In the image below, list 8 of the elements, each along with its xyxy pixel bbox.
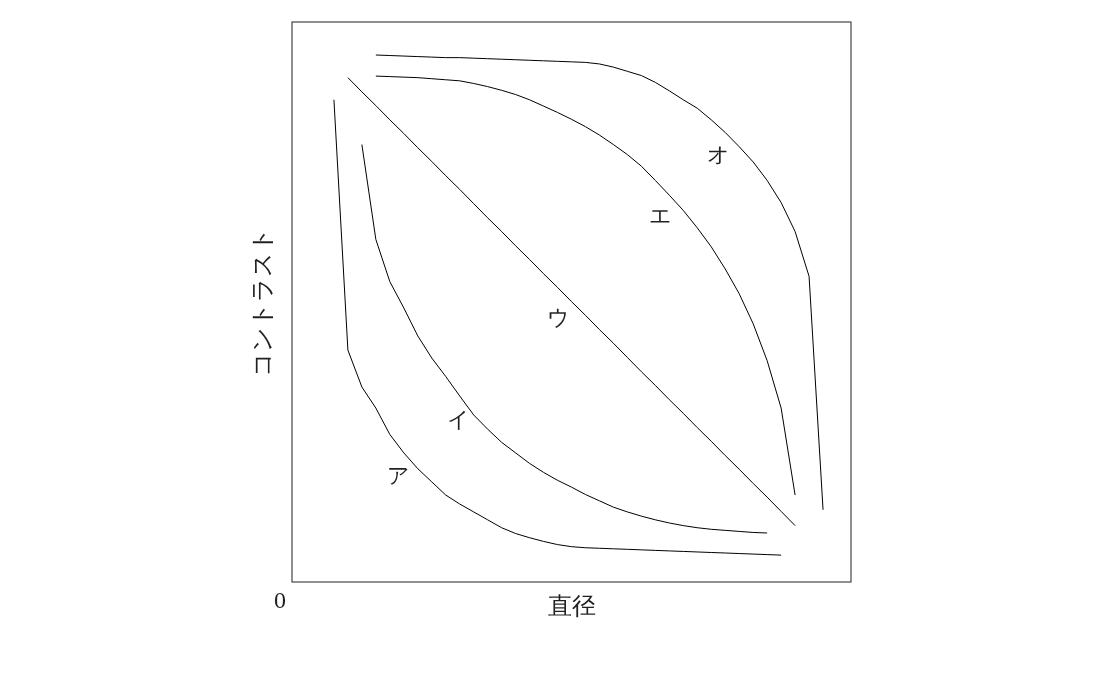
series-label: ア [386,463,410,489]
series-label: ウ [546,305,570,331]
series-label: エ [648,203,672,229]
text: 0 [274,587,286,613]
x-axis-title: 直径 [547,593,596,619]
series-label: オ [706,142,730,168]
series-label: イ [446,407,470,433]
y-axis-title: コントラスト [249,227,275,377]
